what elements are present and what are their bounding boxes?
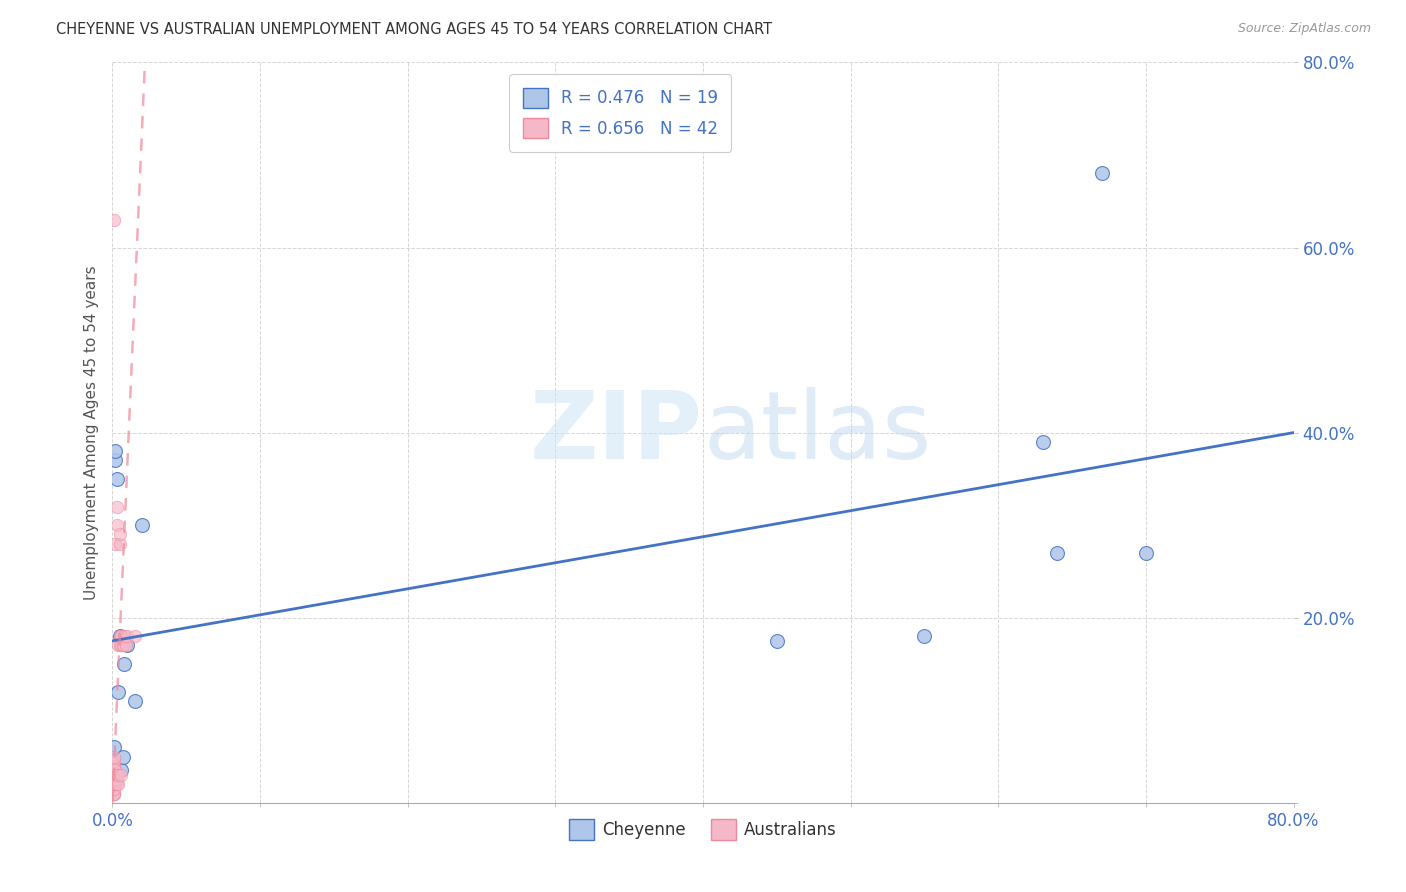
Point: [105, 518, 128, 533]
Point: [1032, 434, 1054, 449]
Text: CHEYENNE VS AUSTRALIAN UNEMPLOYMENT AMONG AGES 45 TO 54 YEARS CORRELATION CHART: CHEYENNE VS AUSTRALIAN UNEMPLOYMENT AMON…: [56, 22, 772, 37]
Point: [103, 764, 125, 778]
Point: [108, 629, 131, 643]
Point: [107, 777, 129, 791]
Point: [112, 657, 135, 671]
Text: ZIP: ZIP: [530, 386, 703, 479]
Point: [1135, 546, 1157, 560]
Point: [117, 629, 138, 643]
Point: [103, 768, 125, 782]
Point: [124, 629, 146, 643]
Text: atlas: atlas: [703, 386, 931, 479]
Point: [111, 639, 134, 653]
Point: [103, 764, 125, 778]
Point: [105, 777, 128, 791]
Point: [107, 639, 129, 653]
Point: [104, 772, 127, 787]
Point: [103, 212, 125, 227]
Point: [105, 500, 128, 514]
Point: [1046, 546, 1069, 560]
Point: [103, 777, 125, 791]
Point: [104, 777, 127, 791]
Point: [107, 685, 129, 699]
Point: [104, 536, 127, 550]
Point: [110, 639, 132, 653]
Point: [103, 787, 125, 801]
Point: [104, 777, 127, 791]
Point: [105, 772, 128, 787]
Point: [124, 694, 146, 708]
Point: [107, 768, 129, 782]
Point: [111, 639, 134, 653]
Point: [766, 633, 789, 648]
Point: [111, 749, 134, 764]
Point: [108, 527, 131, 541]
Point: [103, 781, 125, 796]
Point: [131, 518, 153, 533]
Point: [117, 639, 138, 653]
Point: [108, 639, 131, 653]
Point: [103, 768, 125, 782]
Point: [103, 758, 125, 772]
Point: [103, 740, 125, 755]
Point: [112, 629, 135, 643]
Point: [103, 772, 125, 787]
Point: [103, 758, 125, 772]
Point: [110, 768, 132, 782]
Text: Source: ZipAtlas.com: Source: ZipAtlas.com: [1237, 22, 1371, 36]
Point: [105, 472, 128, 486]
Point: [110, 764, 132, 778]
Point: [108, 536, 131, 550]
Point: [104, 764, 127, 778]
Point: [114, 639, 136, 653]
Point: [103, 777, 125, 791]
Point: [110, 629, 132, 643]
Point: [103, 754, 125, 768]
Point: [914, 629, 936, 643]
Point: [103, 787, 125, 801]
Point: [104, 453, 127, 467]
Point: [103, 787, 125, 801]
Point: [104, 768, 127, 782]
Point: [108, 629, 131, 643]
Point: [104, 444, 127, 458]
Point: [103, 749, 125, 764]
Point: [105, 768, 128, 782]
Y-axis label: Unemployment Among Ages 45 to 54 years: Unemployment Among Ages 45 to 54 years: [83, 265, 98, 600]
Point: [1091, 166, 1114, 180]
Legend: Cheyenne, Australians: Cheyenne, Australians: [562, 813, 844, 847]
